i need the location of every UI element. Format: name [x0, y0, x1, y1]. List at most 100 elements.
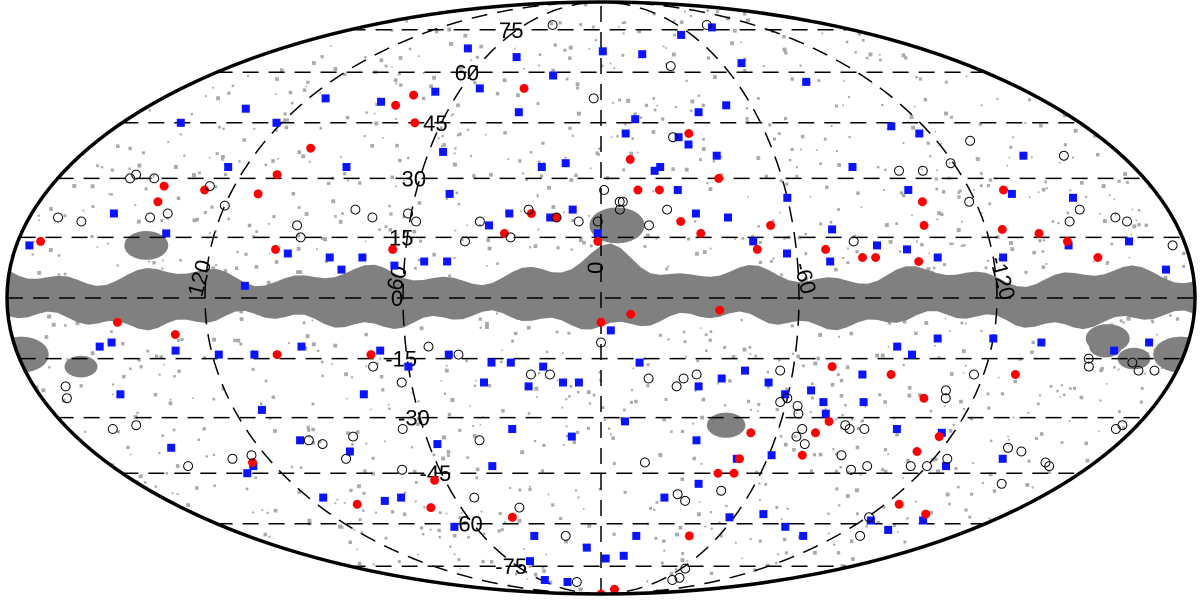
speckle-dot: [786, 507, 789, 510]
speckle-dot: [1057, 222, 1060, 225]
speckle-dot: [598, 371, 601, 374]
speckle-dot: [158, 452, 161, 455]
speckle-dot: [445, 198, 448, 201]
speckle-dot: [404, 230, 409, 234]
speckle-dot: [823, 137, 827, 141]
speckle-dot: [65, 585, 69, 589]
speckle-dot: [149, 513, 153, 517]
point-blue-square: [724, 213, 732, 222]
speckle-dot: [305, 591, 309, 594]
speckle-dot: [333, 67, 338, 71]
speckle-dot: [1007, 435, 1009, 438]
point-open-circle: [792, 401, 803, 411]
speckle-dot: [914, 331, 918, 335]
speckle-dot: [719, 155, 723, 159]
speckle-dot: [17, 50, 20, 53]
speckle-dot: [1108, 194, 1111, 197]
speckle-dot: [242, 138, 246, 142]
speckle-dot: [1079, 395, 1084, 400]
speckle-dot: [469, 155, 472, 158]
speckle-dot: [76, 522, 78, 525]
speckle-dot: [686, 560, 689, 562]
speckle-dot: [154, 354, 159, 358]
speckle-dot: [767, 386, 770, 389]
speckle-dot: [1122, 321, 1125, 324]
speckle-dot: [379, 58, 384, 63]
speckle-dot: [500, 528, 504, 532]
speckle-dot: [613, 67, 616, 70]
speckle-dot: [177, 369, 181, 373]
lat-tick-label: 45: [423, 111, 447, 136]
speckle-dot: [600, 64, 604, 68]
speckle-dot: [116, 144, 120, 148]
point-blue-square: [631, 115, 640, 124]
speckle-dot: [836, 551, 841, 555]
speckle-dot: [1124, 122, 1128, 126]
point-open-circle: [1133, 365, 1144, 376]
point-blue-square: [431, 87, 440, 96]
speckle-dot: [479, 326, 482, 329]
speckle-dot: [307, 518, 312, 523]
speckle-dot: [35, 385, 39, 389]
speckle-dot: [144, 187, 148, 191]
speckle-dot: [875, 353, 880, 358]
speckle-dot: [457, 203, 460, 206]
point-open-circle: [797, 424, 808, 434]
speckle-dot: [110, 168, 114, 172]
speckle-dot: [160, 219, 164, 222]
point-open-circle: [864, 512, 875, 523]
speckle-dot: [955, 553, 957, 555]
speckle-dot: [704, 525, 707, 528]
speckle-dot: [609, 433, 612, 436]
speckle-dot: [417, 55, 420, 58]
speckle-dot: [1063, 393, 1066, 397]
speckle-dot: [565, 398, 568, 401]
point-red-circle: [596, 589, 606, 594]
speckle-dot: [683, 10, 686, 13]
speckle-dot: [996, 98, 999, 100]
speckle-dot: [1134, 38, 1138, 41]
point-open-circle: [560, 530, 571, 541]
speckle-dot: [945, 492, 950, 497]
speckle-dot: [906, 517, 909, 520]
speckle-dot: [664, 398, 668, 401]
point-red-circle: [596, 317, 606, 327]
speckle-dot: [169, 398, 172, 401]
speckle-dot: [414, 500, 417, 503]
speckle-dot: [759, 498, 761, 501]
speckle-dot: [936, 169, 938, 172]
point-open-circle: [965, 135, 976, 146]
speckle-dot: [768, 123, 772, 127]
lat-tick-label: 30: [402, 166, 426, 191]
speckle-dot: [735, 541, 737, 544]
point-blue-square: [802, 77, 811, 86]
speckle-dot: [795, 412, 798, 414]
speckle-dot: [237, 572, 241, 576]
speckle-dot: [213, 558, 217, 562]
speckle-dot: [896, 531, 899, 533]
speckle-dot: [489, 172, 493, 177]
speckle-dot: [461, 512, 463, 514]
speckle-dot: [76, 84, 80, 88]
speckle-dot: [804, 276, 809, 281]
speckle-dot: [62, 533, 64, 535]
speckle-dot: [151, 526, 154, 530]
speckle-dot: [26, 380, 28, 383]
speckle-dot: [255, 561, 259, 565]
speckle-dot: [90, 184, 95, 189]
speckle-dot: [745, 107, 748, 110]
speckle-dot: [171, 22, 175, 26]
point-blue-square: [1125, 237, 1133, 246]
point-red-circle: [352, 499, 362, 509]
speckle-dot: [190, 112, 193, 116]
speckle-dot: [792, 448, 796, 452]
point-open-circle: [940, 385, 951, 396]
speckle-dot: [842, 257, 845, 260]
speckle-dot: [577, 496, 580, 499]
speckle-dot: [60, 579, 62, 582]
point-red-circle: [797, 450, 807, 460]
point-blue-square: [781, 522, 790, 531]
speckle-dot: [845, 12, 849, 15]
speckle-dot: [818, 452, 823, 457]
speckle-dot: [479, 423, 482, 426]
